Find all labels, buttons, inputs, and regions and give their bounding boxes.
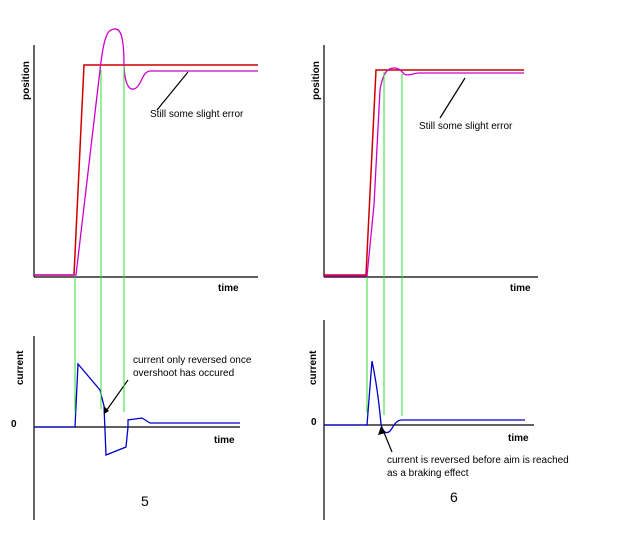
position-ylabel-6: position — [311, 61, 322, 100]
target-position-line-5 — [34, 64, 258, 276]
target-position-line-6 — [324, 69, 524, 276]
current-plot-5: current 0 time current only reversed onc… — [11, 336, 252, 520]
annotation-arrowhead-6 — [378, 426, 386, 435]
current-zero-label-6: 0 — [311, 417, 317, 428]
annotation-pointer-6-current — [382, 429, 393, 453]
actual-position-curve-5 — [34, 28, 258, 276]
current-zero-label-5: 0 — [11, 419, 17, 430]
annotation-pointer-6-position — [439, 77, 466, 119]
current-ylabel-6: current — [308, 350, 319, 385]
position-plot-6: position time Still some slight error — [311, 45, 538, 294]
current-plot-6: current 0 time current is reversed befor… — [308, 320, 569, 520]
current-curve-6 — [324, 360, 525, 434]
current-ylabel-5: current — [15, 350, 26, 385]
current-annotation-5-line1: current only reversed once — [133, 355, 252, 366]
current-xlabel-6: time — [508, 433, 529, 444]
current-annotation-5-line2: overshoot has occured — [133, 368, 234, 379]
annotation-arrowhead-5 — [104, 406, 109, 414]
position-xlabel-5: time — [218, 283, 239, 294]
position-xlabel-6: time — [510, 283, 531, 294]
actual-position-curve-6 — [324, 67, 524, 277]
position-plot-5: position time Still some slight error — [21, 28, 258, 294]
current-curve-5 — [34, 362, 240, 456]
panel-5: position time Still some slight error cu… — [11, 28, 258, 520]
panel-6: position time Still some slight error cu… — [308, 45, 569, 520]
position-ylabel-5: position — [21, 61, 32, 100]
current-annotation-6-line2: as a braking effect — [387, 468, 469, 479]
position-annotation-5: Still some slight error — [150, 109, 244, 120]
panel-number-5: 5 — [141, 493, 149, 509]
time-markers-5 — [74, 66, 125, 413]
position-annotation-6: Still some slight error — [419, 121, 513, 132]
annotation-pointer-5-position — [156, 71, 189, 111]
current-xlabel-5: time — [214, 435, 235, 446]
panel-number-6: 6 — [450, 489, 458, 505]
current-annotation-6-line1: current is reversed before aim is reache… — [387, 455, 569, 466]
time-markers-6 — [366, 72, 403, 416]
